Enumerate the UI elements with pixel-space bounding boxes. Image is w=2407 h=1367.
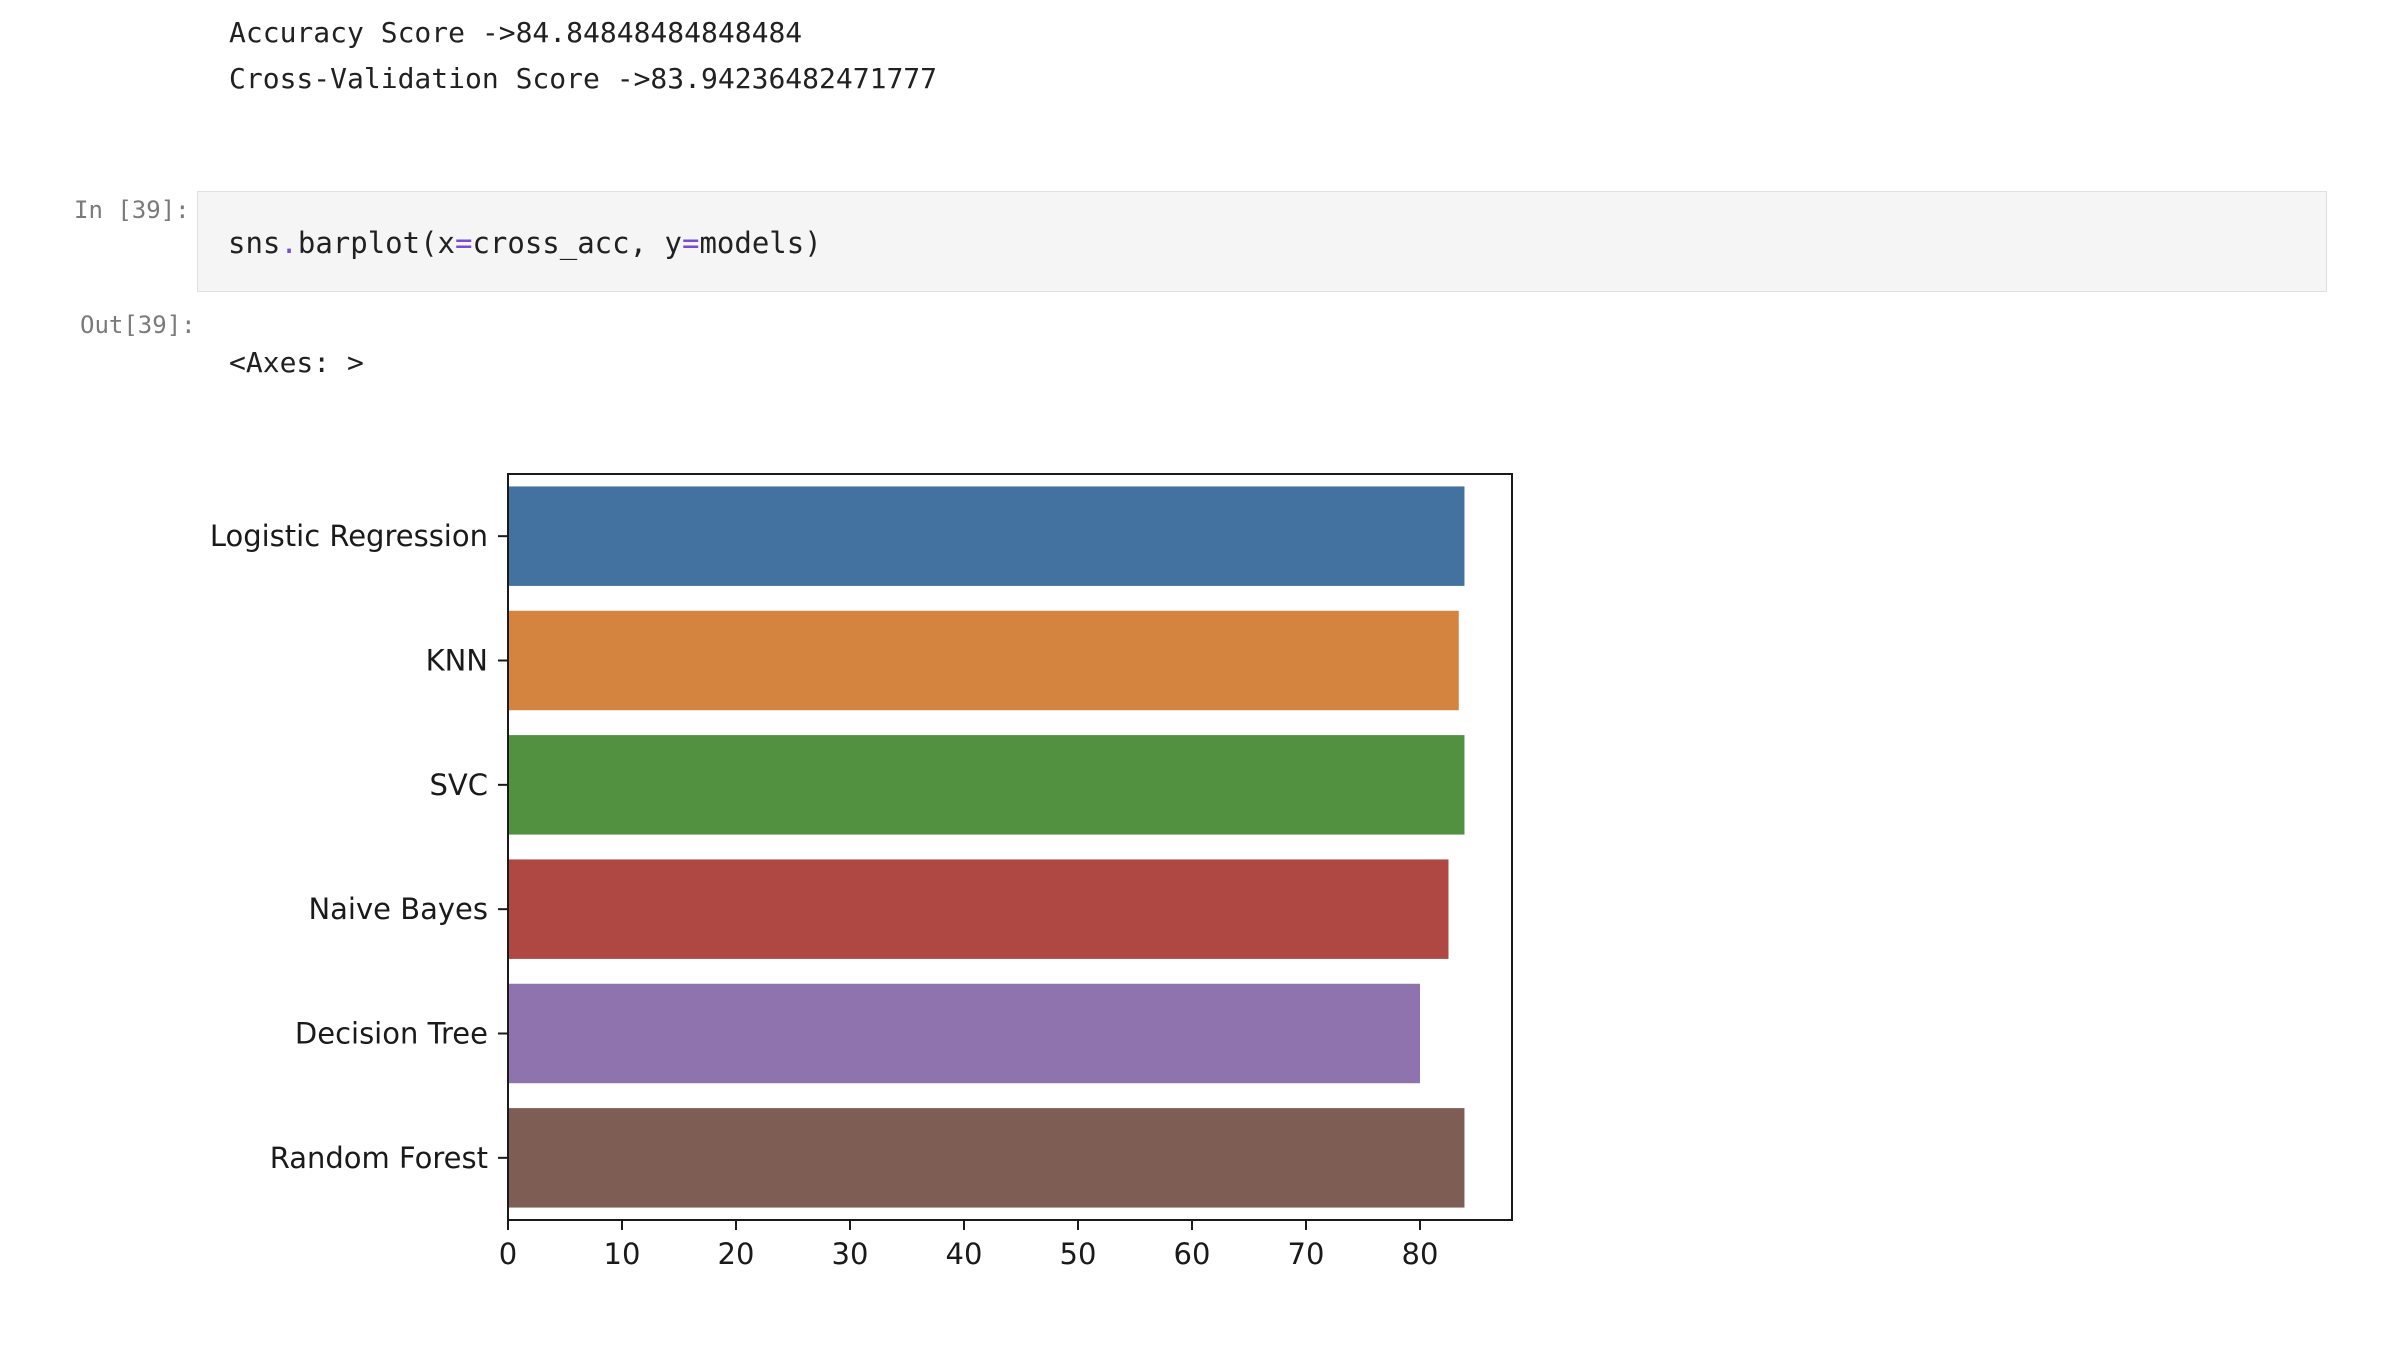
bar-svc — [508, 735, 1465, 835]
code-token-dot: . — [280, 226, 298, 260]
code-token-arg-y: cross_acc, y — [472, 226, 682, 260]
axes-repr-output: <Axes: > — [229, 346, 364, 379]
input-prompt: In [39]: — [74, 196, 190, 224]
bar-logistic-regression — [508, 486, 1465, 586]
code-line[interactable]: sns.barplot(x=cross_acc, y=models) — [228, 226, 822, 260]
y-tick-labels: Logistic Regression KNN SVC Naive Bayes Deci… — [210, 519, 488, 1175]
code-token-equals-1: = — [455, 226, 473, 260]
x-tick-label: 30 — [832, 1237, 869, 1271]
x-tick-label: 70 — [1288, 1237, 1325, 1271]
code-token-models: models) — [699, 226, 822, 260]
x-tick-label: 40 — [946, 1237, 983, 1271]
bar-random-forest — [508, 1108, 1465, 1208]
y-tick-label: Logistic Regression — [210, 519, 488, 553]
previous-cell-output: Accuracy Score ->84.84848484848484 Cross-… — [229, 10, 937, 102]
y-tick-label: Random Forest — [270, 1141, 488, 1175]
x-tick-label: 0 — [499, 1237, 517, 1271]
accuracy-score-line: Accuracy Score ->84.84848484848484 — [229, 16, 803, 49]
axes-frame — [507, 473, 1513, 1221]
bar-decision-tree — [508, 983, 1420, 1084]
x-tick-labels: 0 10 20 30 40 50 60 70 80 — [499, 1237, 1439, 1271]
output-prompt: Out[39]: — [80, 311, 196, 339]
x-tick-marks — [507, 1220, 1421, 1230]
x-tick-label: 50 — [1060, 1237, 1097, 1271]
y-tick-marks — [498, 535, 508, 1159]
y-tick-label: SVC — [430, 768, 489, 802]
x-tick-label: 20 — [718, 1237, 755, 1271]
x-tick-label: 80 — [1402, 1237, 1439, 1271]
code-token-function: barplot — [297, 226, 421, 260]
bar-naive-bayes — [508, 859, 1449, 959]
cross-validation-score-line: Cross-Validation Score ->83.942364824717… — [229, 62, 938, 95]
x-tick-label: 10 — [604, 1237, 641, 1271]
y-tick-label: Decision Tree — [295, 1017, 488, 1051]
code-token-arg-x: (x — [420, 226, 455, 260]
code-token-equals-2: = — [681, 226, 700, 260]
bar-knn — [508, 610, 1459, 711]
x-tick-label: 60 — [1174, 1237, 1211, 1271]
bars-group — [508, 486, 1465, 1208]
code-cell-editor[interactable]: sns.barplot(x=cross_acc, y=models) — [197, 191, 2327, 292]
y-tick-label: Naive Bayes — [308, 892, 488, 926]
y-tick-label: KNN — [426, 644, 488, 678]
code-token-module: sns — [228, 226, 281, 260]
